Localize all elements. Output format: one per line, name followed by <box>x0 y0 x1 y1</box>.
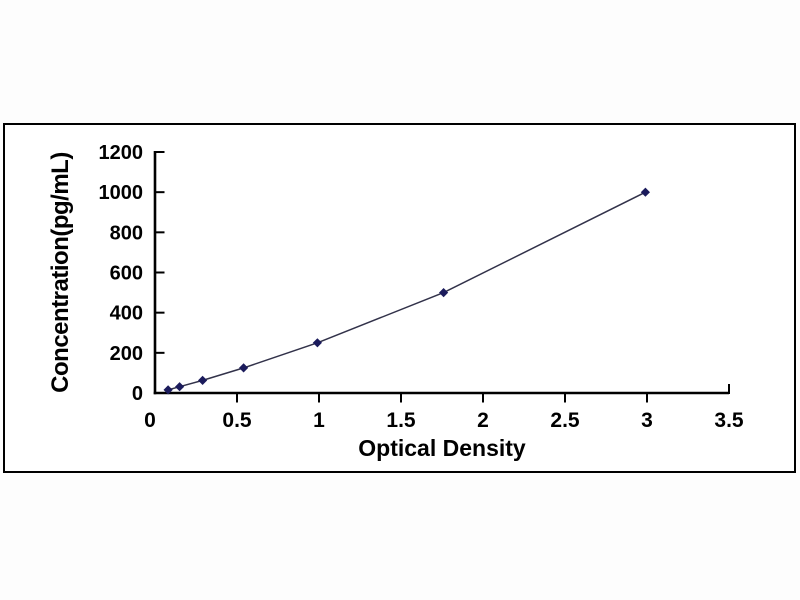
y-tick-label: 0 <box>132 383 143 405</box>
data-point-marker <box>163 385 173 395</box>
x-tick-label: 1 <box>313 409 325 432</box>
data-point-marker <box>175 382 185 392</box>
y-axis-title: Concentration(pg/mL) <box>47 152 74 393</box>
y-tick-label: 800 <box>110 222 143 244</box>
x-tick-label: 0 <box>144 409 156 432</box>
x-tick-label: 3.5 <box>714 409 744 432</box>
x-axis-title: Optical Density <box>358 435 526 461</box>
x-tick-label: 0.5 <box>222 409 252 432</box>
y-tick-label: 1000 <box>99 182 144 204</box>
y-tick-label: 600 <box>110 263 143 285</box>
x-tick-label: 3 <box>641 409 653 432</box>
data-point-marker <box>312 338 322 348</box>
x-tick-label: 2.5 <box>550 409 580 432</box>
x-tick-label: 2 <box>477 409 489 432</box>
y-tick-label: 1200 <box>99 142 144 164</box>
y-tick-label: 400 <box>110 303 143 325</box>
x-tick-label: 1.5 <box>386 409 416 432</box>
data-point-marker <box>640 187 650 197</box>
plot-panel <box>3 123 796 473</box>
data-point-marker <box>439 288 449 298</box>
data-point-marker <box>198 375 208 385</box>
y-tick-label: 200 <box>110 343 143 365</box>
data-point-marker <box>239 363 249 373</box>
